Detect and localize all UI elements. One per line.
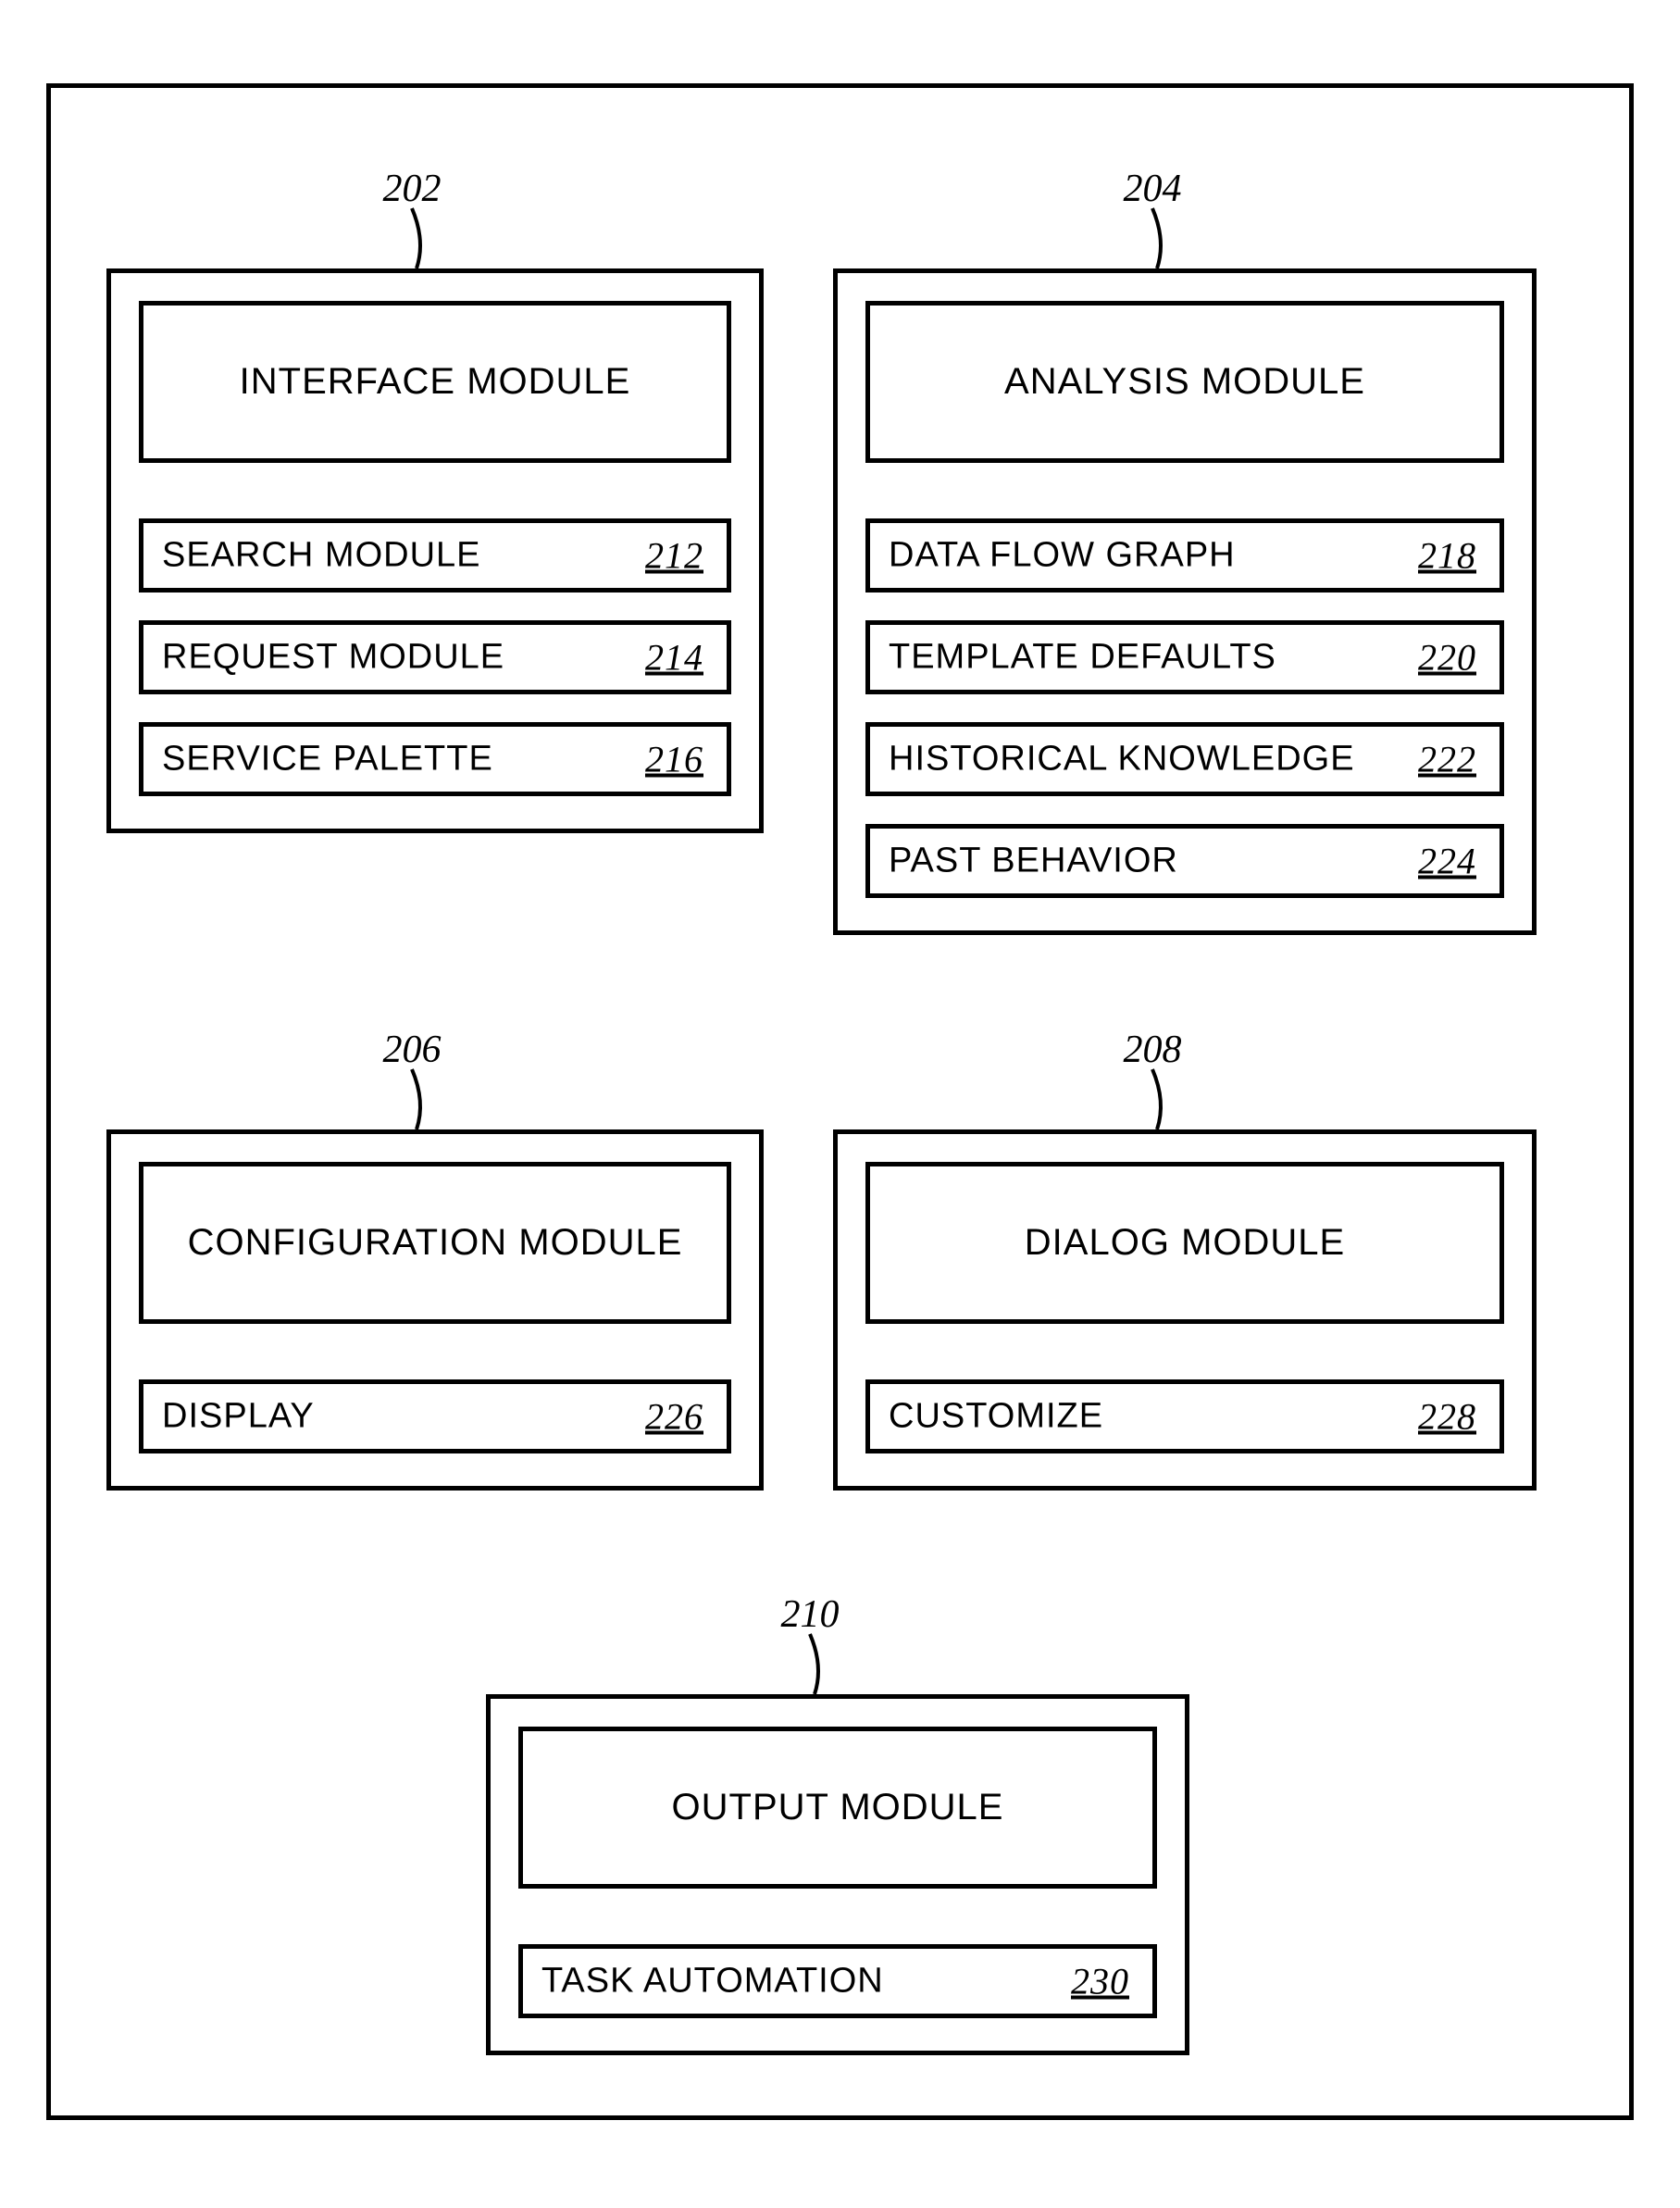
analysis-module-item-1: TEMPLATE DEFAULTS 220 — [865, 620, 1504, 694]
analysis-module-ref: 204 — [1124, 167, 1182, 211]
configuration-module-item-0-label: DISPLAY — [162, 1397, 315, 1437]
dialog-module-item-0: CUSTOMIZE 228 — [865, 1379, 1504, 1453]
configuration-module-item-0-ref: 226 — [645, 1395, 703, 1439]
interface-module-item-0-label: SEARCH MODULE — [162, 536, 481, 576]
dialog-module-title: DIALOG MODULE — [865, 1162, 1504, 1324]
interface-module-ref: 202 — [383, 167, 442, 211]
configuration-module-item-0: DISPLAY 226 — [139, 1379, 731, 1453]
interface-module-item-0: SEARCH MODULE 212 — [139, 518, 731, 593]
interface-module-item-1-ref: 214 — [645, 636, 703, 680]
output-module-ref: 210 — [781, 1592, 840, 1637]
analysis-module-item-2-ref: 222 — [1418, 738, 1476, 781]
output-module-item-0-label: TASK AUTOMATION — [541, 1962, 884, 2002]
analysis-module-item-1-label: TEMPLATE DEFAULTS — [889, 638, 1276, 678]
interface-module-item-2-ref: 216 — [645, 738, 703, 781]
output-module-item-0-ref: 230 — [1071, 1960, 1129, 2003]
analysis-module-item-3-ref: 224 — [1418, 840, 1476, 883]
analysis-module-item-3: PAST BEHAVIOR 224 — [865, 824, 1504, 898]
configuration-module-title: CONFIGURATION MODULE — [139, 1162, 731, 1324]
analysis-module-item-2-label: HISTORICAL KNOWLEDGE — [889, 740, 1355, 780]
interface-module-item-1-label: REQUEST MODULE — [162, 638, 504, 678]
analysis-module-item-2: HISTORICAL KNOWLEDGE 222 — [865, 722, 1504, 796]
dialog-module-ref: 208 — [1124, 1028, 1182, 1072]
diagram-canvas: 202 INTERFACE MODULE SEARCH MODULE 212 REQUE… — [0, 0, 1680, 2208]
interface-module-title: INTERFACE MODULE — [139, 301, 731, 463]
analysis-module-title: ANALYSIS MODULE — [865, 301, 1504, 463]
output-module-title: OUTPUT MODULE — [518, 1727, 1157, 1889]
analysis-module-item-1-ref: 220 — [1418, 636, 1476, 680]
output-module-item-0: TASK AUTOMATION 230 — [518, 1944, 1157, 2018]
analysis-module-item-0-ref: 218 — [1418, 534, 1476, 578]
analysis-module-item-3-label: PAST BEHAVIOR — [889, 842, 1178, 881]
interface-module-item-1: REQUEST MODULE 214 — [139, 620, 731, 694]
dialog-module-item-0-ref: 228 — [1418, 1395, 1476, 1439]
interface-module-item-2: SERVICE PALETTE 216 — [139, 722, 731, 796]
analysis-module-item-0-label: DATA FLOW GRAPH — [889, 536, 1236, 576]
interface-module-item-2-label: SERVICE PALETTE — [162, 740, 493, 780]
dialog-module-item-0-label: CUSTOMIZE — [889, 1397, 1103, 1437]
interface-module-item-0-ref: 212 — [645, 534, 703, 578]
configuration-module-ref: 206 — [383, 1028, 442, 1072]
analysis-module-item-0: DATA FLOW GRAPH 218 — [865, 518, 1504, 593]
